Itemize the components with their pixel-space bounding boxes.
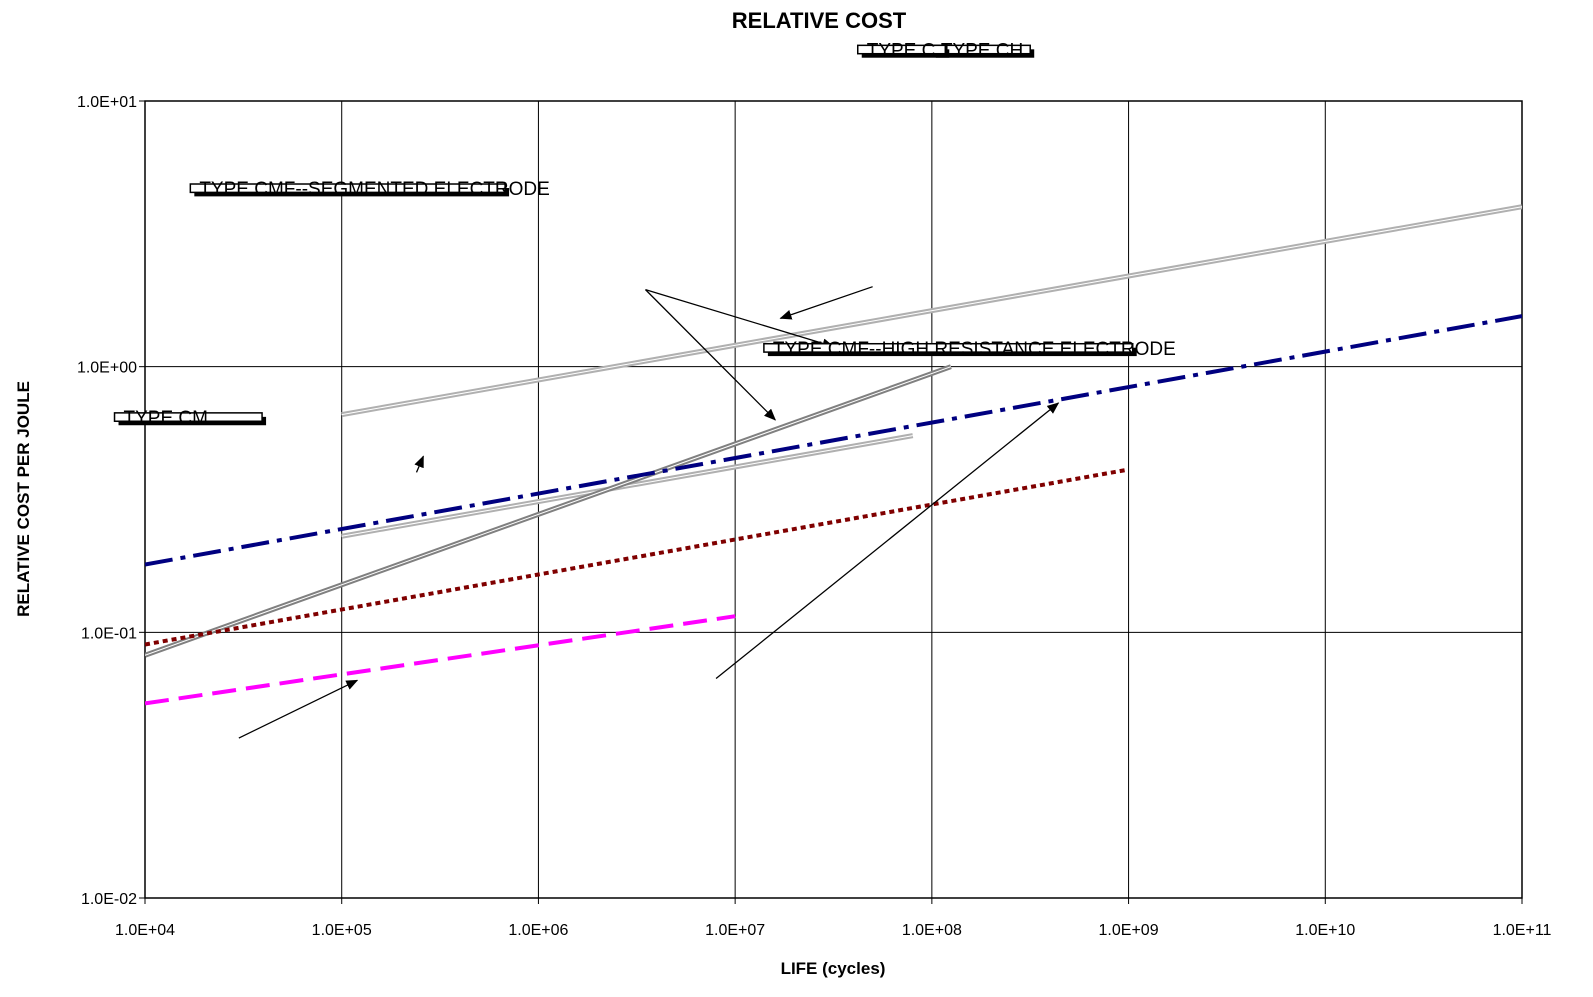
callout-label: TYPE CMF--SEGMENTED ELECTRODE	[199, 179, 549, 200]
x-axis-title: LIFE (cycles)	[781, 959, 886, 978]
callout-cmf-high-resistance: TYPE CMF--HIGH RESISTANCE ELECTRODE	[715, 339, 1176, 680]
callout-label: TYPE CMF--HIGH RESISTANCE ELECTRODE	[773, 339, 1176, 360]
x-tick-label: 1.0E+08	[902, 922, 962, 939]
callout-arrow	[238, 679, 359, 739]
callout-arrow	[645, 288, 835, 349]
callout-arrow	[644, 289, 777, 421]
x-tick-label: 1.0E+09	[1099, 922, 1159, 939]
chart-title: RELATIVE COST	[732, 8, 907, 33]
y-tick-label: 1.0E-02	[81, 891, 137, 908]
callout-label: TYPE C	[867, 41, 936, 62]
callout-label: TYPE CM	[124, 408, 208, 429]
callout-arrow	[414, 455, 424, 473]
data-series	[145, 204, 1522, 706]
callout-box	[856, 44, 947, 55]
plot-area-frame	[144, 100, 1523, 899]
y-tick-label: 1.0E+01	[77, 94, 137, 111]
callout-box	[113, 412, 263, 422]
series-line-ch-lower-inner	[341, 435, 913, 537]
x-tick-label: 1.0E+05	[312, 922, 372, 939]
callout-label: TYPE CH	[941, 41, 1023, 62]
series-line-cmf-high-resistance	[145, 467, 1129, 647]
callout-cmf-segmented: TYPE CMF--SEGMENTED ELECTRODE	[189, 179, 550, 473]
x-tick-label: 1.0E+06	[508, 922, 568, 939]
series-line-cmf-segmented	[145, 314, 1522, 567]
y-tick-label: 1.0E+00	[77, 360, 137, 377]
gridlines	[145, 101, 1522, 898]
y-tick-label: 1.0E-01	[81, 625, 137, 642]
x-tick-label: 1.0E+11	[1493, 922, 1552, 939]
callout-box	[189, 183, 506, 194]
callout-arrow	[715, 402, 1060, 680]
x-tick-label: 1.0E+10	[1295, 922, 1355, 939]
callout-ch: TYPE CH	[644, 41, 1035, 421]
y-tick-labels: 1.0E+01 1.0E+00 1.0E-01 1.0E-02	[77, 94, 145, 908]
x-tick-label: 1.0E+04	[115, 922, 175, 939]
series-line-cm	[145, 614, 736, 706]
callout-box	[763, 342, 1134, 353]
callout-cm: TYPE CM	[113, 408, 359, 739]
series-line-c-inner	[145, 366, 952, 656]
series-line-ch-upper-inner	[341, 206, 1522, 416]
x-tick-labels: 1.0E+04 1.0E+05 1.0E+06 1.0E+07 1.0E+08 1.0E+…	[115, 898, 1552, 939]
callout-arrow	[779, 286, 873, 320]
callout-c: TYPE C	[779, 41, 950, 320]
x-tick-label: 1.0E+07	[705, 922, 765, 939]
y-axis-title: RELATIVE COST PER JOULE	[14, 381, 33, 617]
